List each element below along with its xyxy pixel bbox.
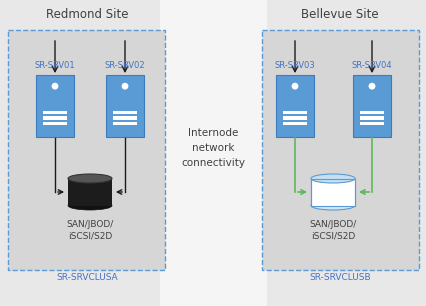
Bar (112, 111, 137, 114)
Bar (359, 122, 383, 125)
Text: SAN/JBOD/
iSCSI/S2D: SAN/JBOD/ iSCSI/S2D (309, 220, 356, 241)
Text: SR-SRV02: SR-SRV02 (104, 61, 145, 70)
Bar (112, 116, 137, 120)
Circle shape (121, 83, 128, 90)
Text: Internode
network
connectivity: Internode network connectivity (181, 128, 245, 168)
Text: SR-SRVCLUSB: SR-SRVCLUSB (308, 274, 370, 282)
Text: SR-SRV04: SR-SRV04 (351, 61, 391, 70)
Bar (310, 178, 354, 206)
Bar (8, 30, 164, 270)
Text: SR-SRVCLUSА: SR-SRVCLUSА (56, 274, 118, 282)
Bar (310, 178, 354, 206)
Bar (68, 178, 112, 206)
Ellipse shape (310, 201, 354, 210)
Bar (359, 111, 383, 114)
Text: Redmond Site: Redmond Site (46, 8, 128, 21)
Ellipse shape (68, 201, 112, 210)
Bar (106, 75, 144, 137)
Bar (262, 30, 418, 270)
Text: SAN/JBOD/
iSCSI/S2D: SAN/JBOD/ iSCSI/S2D (66, 220, 113, 241)
Bar (43, 116, 67, 120)
Bar (43, 111, 67, 114)
Text: SR-SRV01: SR-SRV01 (35, 61, 75, 70)
Text: Bellevue Site: Bellevue Site (300, 8, 378, 21)
Bar (359, 116, 383, 120)
Bar (352, 75, 390, 137)
Circle shape (291, 83, 298, 90)
Ellipse shape (68, 174, 112, 183)
Circle shape (52, 83, 58, 90)
Text: SR-SRV03: SR-SRV03 (274, 61, 315, 70)
Bar (43, 122, 67, 125)
Bar (282, 116, 307, 120)
Bar (36, 75, 74, 137)
Bar (112, 122, 137, 125)
Bar (160, 0, 266, 306)
Circle shape (368, 83, 374, 90)
Ellipse shape (310, 174, 354, 183)
Bar (282, 111, 307, 114)
Bar (275, 75, 313, 137)
Bar (282, 122, 307, 125)
